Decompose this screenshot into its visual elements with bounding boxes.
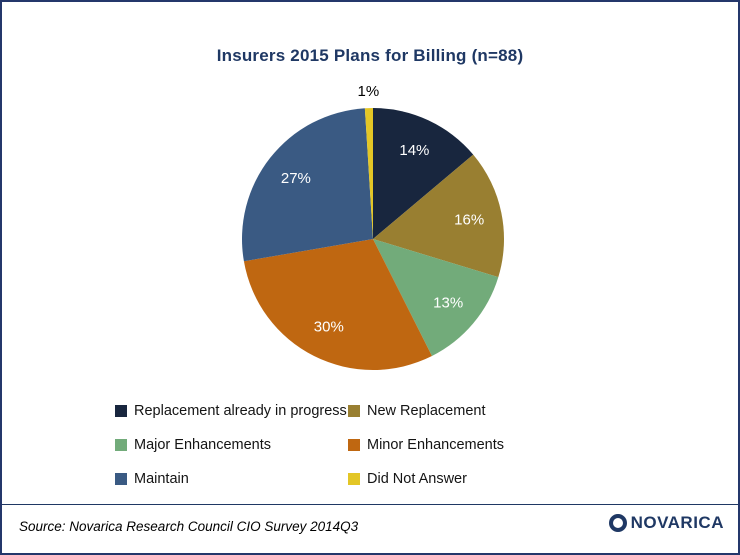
novarica-ring-icon — [608, 514, 627, 532]
pie-slice-replacement-already-in-progress — [373, 108, 474, 239]
pie-slice-maintain — [242, 108, 373, 262]
legend-swatch-new-replacement — [348, 405, 360, 417]
legend-label: Replacement already in progress — [134, 403, 347, 419]
legend-item-major-enhancements: Major Enhancements — [115, 435, 348, 455]
novarica-logo: NOVARICA — [608, 513, 724, 533]
pie-slice-did-not-answer — [364, 108, 373, 239]
pie-slice-pct-label-replacement-already-in-progress: 14% — [399, 142, 429, 159]
pie-slice-new-replacement — [373, 154, 504, 278]
legend-swatch-major-enhancements — [115, 439, 127, 451]
pie-slice-pct-label-did-not-answer: 1% — [358, 83, 380, 100]
source-attribution: Source: Novarica Research Council CIO Su… — [19, 519, 359, 534]
legend-swatch-maintain — [115, 473, 127, 485]
legend-label: Maintain — [134, 471, 189, 487]
legend-item-minor-enhancements: Minor Enhancements — [348, 435, 504, 455]
legend-item-did-not-answer: Did Not Answer — [348, 469, 504, 489]
legend-label: Major Enhancements — [134, 437, 272, 453]
chart-legend: Replacement already in progress New Repla… — [115, 401, 504, 489]
legend-swatch-did-not-answer — [348, 473, 360, 485]
legend-label: Did Not Answer — [367, 471, 467, 487]
chart-title: Insurers 2015 Plans for Billing (n=88) — [216, 46, 524, 65]
legend-swatch-replacement-already-in-progress — [115, 405, 127, 417]
pie-slice-major-enhancements — [373, 239, 499, 356]
legend-label: Minor Enhancements — [367, 437, 505, 453]
legend-label: New Replacement — [367, 403, 486, 419]
legend-item-new-replacement: New Replacement — [348, 401, 504, 421]
pie-slice-pct-label-minor-enhancements: 30% — [314, 319, 344, 336]
legend-swatch-minor-enhancements — [348, 439, 360, 451]
legend-item-maintain: Maintain — [115, 469, 348, 489]
legend-item-replacement-already-in-progress: Replacement already in progress — [115, 401, 348, 421]
pie-slice-minor-enhancements — [243, 239, 432, 371]
pie-slice-pct-label-maintain: 27% — [281, 170, 311, 187]
footer-divider — [2, 504, 738, 505]
pie-slice-pct-label-new-replacement: 16% — [454, 211, 484, 228]
novarica-logo-text: NOVARICA — [630, 513, 724, 532]
pie-slice-pct-label-major-enhancements: 13% — [433, 294, 463, 311]
